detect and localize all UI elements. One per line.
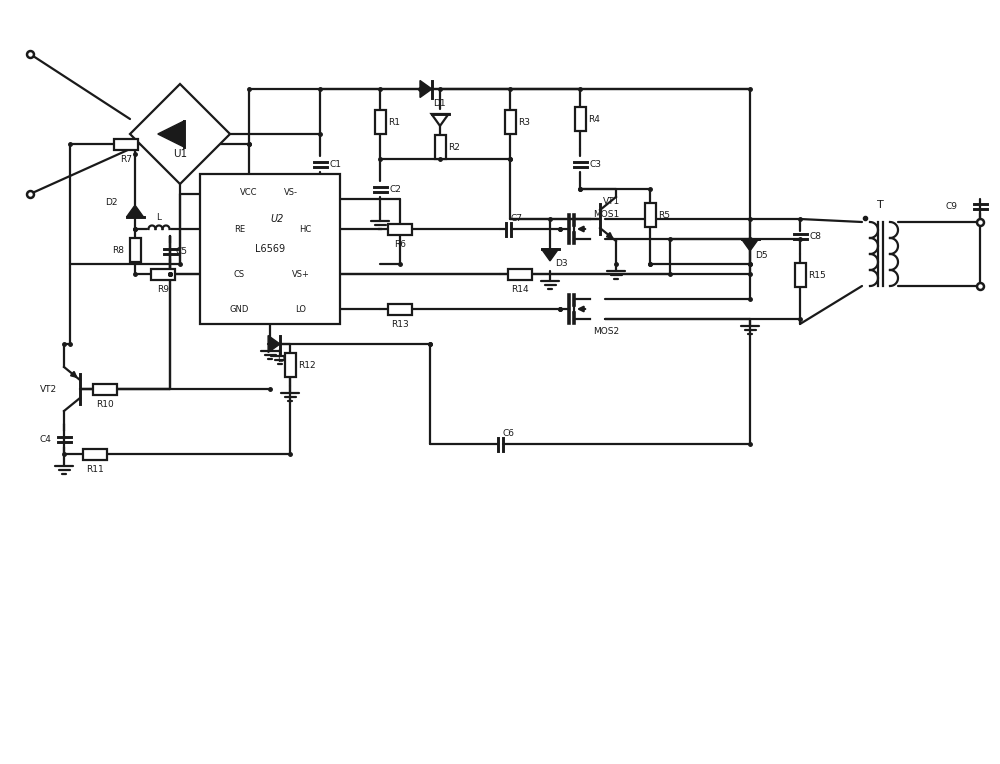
Text: D3: D3 [555, 260, 568, 268]
Polygon shape [742, 239, 759, 251]
Text: D5: D5 [755, 251, 768, 261]
Bar [130, 238, 141, 262]
Bar [388, 224, 412, 235]
Text: C6: C6 [502, 429, 514, 438]
Text: T: T [877, 200, 883, 210]
Polygon shape [542, 249, 558, 261]
Bar [285, 353, 296, 377]
Text: LO: LO [295, 305, 306, 313]
Text: R15: R15 [808, 270, 826, 280]
Text: U2: U2 [270, 214, 284, 224]
Bar [83, 448, 107, 459]
Bar [574, 107, 586, 131]
Text: C9: C9 [945, 202, 957, 211]
Text: VCC: VCC [240, 187, 258, 196]
Text: R10: R10 [96, 400, 114, 409]
Text: C4: C4 [39, 435, 51, 443]
Polygon shape [130, 84, 230, 184]
Bar [93, 384, 117, 394]
Text: C5: C5 [175, 247, 187, 255]
Text: VS-: VS- [284, 187, 298, 196]
Polygon shape [127, 205, 144, 217]
Bar [644, 203, 656, 227]
Polygon shape [432, 114, 449, 126]
Bar [114, 138, 138, 150]
Text: MOS1: MOS1 [593, 209, 619, 219]
Text: VS+: VS+ [292, 270, 310, 279]
Text: R6: R6 [394, 240, 406, 249]
Bar [151, 268, 175, 280]
Bar [508, 268, 532, 280]
Polygon shape [268, 335, 280, 352]
Bar [375, 110, 386, 134]
Text: R3: R3 [518, 118, 530, 127]
Text: U1: U1 [173, 149, 187, 159]
Text: HC: HC [299, 225, 311, 234]
Bar [505, 110, 516, 134]
Text: R9: R9 [157, 285, 169, 294]
Text: D2: D2 [105, 198, 118, 206]
Text: C1: C1 [329, 160, 341, 169]
Text: C7: C7 [510, 214, 522, 223]
Text: R1: R1 [388, 118, 400, 127]
Text: R5: R5 [658, 211, 670, 219]
Text: R7: R7 [120, 155, 132, 164]
Bar [200, 174, 340, 324]
Text: R2: R2 [448, 143, 460, 151]
Polygon shape [158, 121, 184, 147]
Text: RE: RE [234, 225, 245, 234]
Text: C2: C2 [389, 184, 401, 193]
Text: C3: C3 [589, 160, 601, 169]
Text: VT2: VT2 [40, 384, 57, 393]
Text: R12: R12 [298, 361, 316, 370]
Text: D4: D4 [277, 354, 290, 364]
Text: CS: CS [234, 270, 245, 279]
Text: R14: R14 [511, 285, 529, 294]
Bar [794, 263, 806, 287]
Text: R13: R13 [391, 320, 409, 329]
Text: MOS2: MOS2 [593, 326, 619, 335]
Bar [435, 135, 446, 159]
Text: R4: R4 [588, 115, 600, 124]
Text: D1: D1 [433, 99, 446, 108]
Text: R11: R11 [86, 465, 104, 474]
Text: L: L [157, 213, 162, 222]
Bar [388, 303, 412, 315]
Text: VT1: VT1 [603, 196, 620, 206]
Polygon shape [420, 80, 432, 98]
Text: C8: C8 [809, 231, 821, 241]
Text: L6569: L6569 [255, 244, 285, 254]
Text: GND: GND [230, 305, 249, 313]
Text: R8: R8 [112, 245, 124, 254]
